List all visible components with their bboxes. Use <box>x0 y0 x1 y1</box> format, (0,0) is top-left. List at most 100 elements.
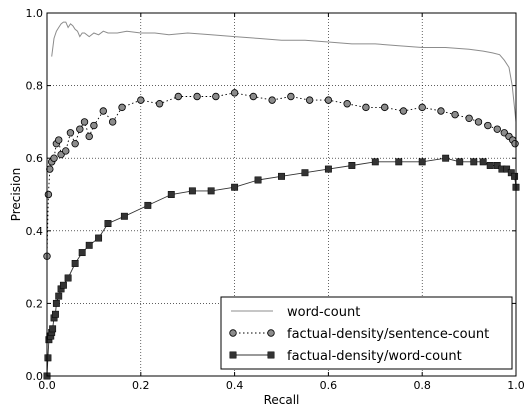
data-point <box>55 136 63 144</box>
data-point <box>254 176 262 184</box>
legend-item: word-count <box>231 305 360 320</box>
data-point <box>305 96 314 104</box>
legend-item: factual-density/word-count <box>229 349 462 364</box>
series-3 <box>43 154 520 380</box>
data-point <box>442 154 450 162</box>
series-line <box>51 21 517 122</box>
data-point <box>324 96 333 104</box>
data-point <box>108 118 117 126</box>
data-point <box>95 234 103 242</box>
data-point <box>484 121 492 130</box>
data-point <box>249 92 258 101</box>
x-tick-label: 0.4 <box>226 379 244 392</box>
data-point <box>85 132 93 141</box>
data-point <box>104 220 112 227</box>
data-point <box>465 114 473 122</box>
data-point <box>90 121 98 130</box>
legend-label: factual-density/word-count <box>287 349 462 364</box>
legend: word-count factual-density/sentence-count… <box>220 296 513 370</box>
data-point <box>78 249 86 257</box>
plot-frame <box>46 12 517 377</box>
x-tick-label: 0.8 <box>413 379 431 392</box>
legend-label: word-count <box>287 305 360 320</box>
legend-swatch-marker <box>267 329 275 337</box>
data-point <box>99 107 107 115</box>
y-tick-label: 0.2 <box>26 297 44 310</box>
data-point <box>470 158 478 166</box>
data-point <box>207 187 215 195</box>
data-point <box>71 260 79 267</box>
data-point <box>118 103 126 112</box>
series-layer <box>43 21 520 380</box>
data-point <box>479 158 487 166</box>
data-point <box>212 92 220 101</box>
data-point <box>167 191 175 198</box>
legend-swatch-marker <box>229 329 237 337</box>
data-point <box>511 139 519 148</box>
data-point <box>230 89 239 97</box>
data-point <box>503 165 511 173</box>
y-tick-label: 1.0 <box>26 7 44 20</box>
data-point <box>50 154 58 162</box>
data-point <box>51 310 59 318</box>
y-tick-label: 0.8 <box>26 80 44 93</box>
y-tick-label: 0.4 <box>26 225 44 238</box>
data-point <box>55 292 63 300</box>
data-point <box>493 125 501 133</box>
data-point <box>493 162 501 169</box>
data-point <box>144 201 152 209</box>
data-point <box>46 165 54 173</box>
y-tick-label: 0.6 <box>26 152 44 165</box>
series-2 <box>43 89 519 260</box>
x-tick-label: 0.2 <box>132 379 150 392</box>
data-point <box>343 100 351 108</box>
data-point <box>49 325 57 333</box>
data-point <box>174 92 183 101</box>
data-point <box>66 129 75 137</box>
data-point <box>268 96 276 104</box>
data-point <box>301 169 309 177</box>
legend-item: factual-density/sentence-count <box>229 327 489 342</box>
legend-swatch-marker <box>229 351 237 359</box>
data-point <box>511 172 519 180</box>
data-point <box>62 147 70 155</box>
x-tick-label: 0.0 <box>38 379 56 392</box>
data-point <box>59 281 67 289</box>
data-point <box>348 162 356 169</box>
data-point <box>324 165 332 173</box>
legend-label: factual-density/sentence-count <box>287 327 489 342</box>
data-point <box>188 187 196 195</box>
data-point <box>395 158 403 166</box>
data-point <box>474 118 483 126</box>
data-point <box>71 139 79 148</box>
data-point <box>418 158 426 166</box>
data-point <box>451 110 459 119</box>
data-point <box>399 107 408 115</box>
axis-ticks: 0.0 0.2 0.4 0.6 0.8 1.0 0.0 0.2 0.4 0.6 0.8 1.0 <box>26 7 525 392</box>
data-point <box>371 158 379 166</box>
data-point <box>155 100 164 108</box>
data-point <box>80 118 89 126</box>
data-point <box>486 162 494 169</box>
data-point <box>44 190 53 199</box>
data-point <box>287 92 295 101</box>
x-axis-label: Recall <box>264 393 300 407</box>
data-point <box>418 103 426 112</box>
data-point <box>137 96 145 104</box>
x-tick-label: 1.0 <box>507 379 525 392</box>
y-tick-label: 0.0 <box>26 370 44 383</box>
data-point <box>64 274 72 282</box>
data-point <box>231 183 239 191</box>
data-point <box>52 299 60 307</box>
data-point <box>76 125 84 133</box>
y-axis-label: Precision <box>9 168 23 222</box>
data-point <box>456 158 464 166</box>
data-point <box>380 103 389 112</box>
x-tick-label: 0.6 <box>320 379 338 392</box>
data-point <box>278 172 285 180</box>
legend-swatch-marker <box>267 351 275 359</box>
data-point <box>193 92 201 101</box>
data-point <box>85 241 93 249</box>
series-1 <box>51 21 517 122</box>
